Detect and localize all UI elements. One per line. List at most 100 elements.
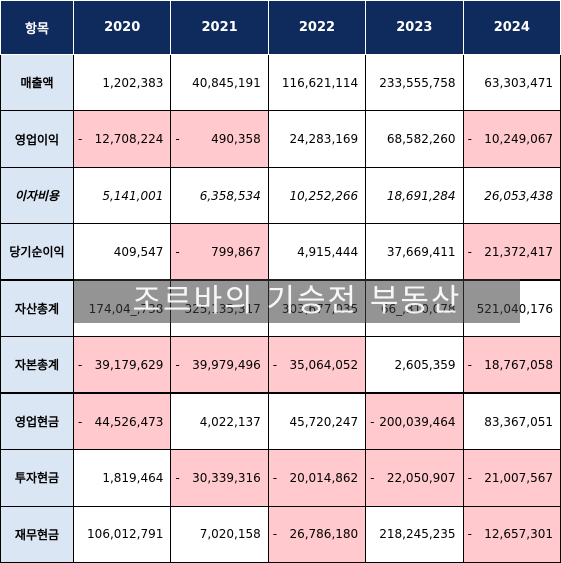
table-cell: -21,372,417 — [462, 223, 561, 281]
cell-value: 44,526,473 — [94, 414, 164, 429]
table-body: 매출액 1,202,383 40,845,191 116,621,114 233,555… — [0, 53, 561, 563]
table-cell: 7,020,158 — [170, 505, 269, 563]
header-year: 2020 — [72, 0, 172, 55]
negative-sign: - — [272, 470, 278, 485]
negative-sign: - — [467, 527, 472, 542]
table-cell: 4,915,444 — [267, 223, 367, 281]
cell-value: 233,555,758 — [379, 75, 456, 90]
cell-value: 35,064,052 — [289, 357, 359, 372]
table-cell: 116,621,114 — [267, 53, 367, 112]
cell-value: 66_,310,078 — [380, 301, 456, 316]
header-year: 2024 — [462, 0, 561, 55]
table-row: 투자현금 1,819,464-30,339,316-20,014,862-22,0… — [0, 449, 561, 507]
table-cell: 6,358,534 — [170, 166, 269, 225]
table-cell: 325,135,317 — [170, 279, 269, 338]
row-label: 투자현금 — [0, 449, 74, 507]
cell-value: 303,677,035 — [281, 301, 359, 316]
cell-value: 174,04_,738 — [88, 301, 164, 316]
cell-value: 200,039,464 — [379, 414, 456, 429]
negative-sign: - — [467, 244, 472, 259]
table-cell: -12,708,224 — [72, 110, 172, 168]
cell-value: 12,708,224 — [94, 132, 164, 147]
cell-value: 4,915,444 — [297, 244, 359, 259]
table-cell: 4,022,137 — [170, 392, 269, 451]
table-cell: -30,339,316 — [170, 449, 269, 507]
cell-value: 24,283,169 — [289, 132, 359, 147]
cell-value: 4,022,137 — [199, 414, 261, 429]
table-cell: 40,845,191 — [170, 53, 269, 112]
negative-sign: - — [175, 357, 180, 372]
table-cell: - 799,867 — [170, 223, 269, 281]
table-cell: -39,179,629 — [72, 336, 172, 394]
table-cell: -20,014,862 — [267, 449, 367, 507]
table-cell: 233,555,758 — [365, 53, 464, 112]
cell-value: 37,669,411 — [386, 244, 456, 259]
table-cell: 106,012,791 — [72, 505, 172, 563]
cell-value: 39,979,496 — [192, 357, 261, 372]
cell-value: 10,252,266 — [289, 188, 359, 203]
table-cell: 37,669,411 — [365, 223, 464, 281]
negative-sign: - — [370, 414, 375, 429]
negative-sign: - — [272, 357, 278, 372]
cell-value: 12,657,301 — [484, 527, 553, 542]
cell-value: 10,249,067 — [484, 132, 553, 147]
cell-value: 63,303,471 — [484, 75, 553, 90]
negative-sign: - — [467, 132, 472, 147]
cell-value: 22,050,907 — [386, 470, 456, 485]
row-label: 매출액 — [0, 53, 74, 112]
cell-value: 26,786,180 — [289, 527, 359, 542]
cell-value: 2,605,359 — [394, 357, 456, 372]
cell-value: 7,020,158 — [199, 527, 261, 542]
table-row: 영업현금 -44,526,473 4,022,137 45,720,247-200,0… — [0, 392, 561, 451]
table-cell: 2,605,359 — [365, 336, 464, 394]
negative-sign: - — [467, 470, 472, 485]
table-row: 영업이익 -12,708,224-490,358 24,283,169 68,582,… — [0, 110, 561, 168]
negative-sign: - — [467, 357, 472, 372]
cell-value: 6,358,534 — [199, 188, 261, 203]
negative-sign: - — [175, 132, 180, 147]
table-cell: 409,547 — [72, 223, 172, 281]
table-cell: 1,202,383 — [72, 53, 172, 112]
cell-value: 26,053,438 — [484, 188, 553, 203]
cell-value: 40,845,191 — [192, 75, 261, 90]
table-cell: -22,050,907 — [365, 449, 464, 507]
cell-value: 5,141,001 — [102, 188, 164, 203]
negative-sign: - — [78, 132, 83, 147]
cell-value: 20,014,862 — [289, 470, 359, 485]
table-cell: 521,040,176 — [462, 279, 561, 338]
table-cell: 18,691,284 — [365, 166, 464, 225]
table-cell: -26,786,180 — [267, 505, 367, 563]
table-cell: 63,303,471 — [462, 53, 561, 112]
negative-sign: - — [175, 470, 180, 485]
cell-value: 18,691,284 — [386, 188, 456, 203]
cell-value: 21,007,567 — [484, 470, 553, 485]
table-cell: -35,064,052 — [267, 336, 367, 394]
cell-value: 409,547 — [113, 244, 164, 259]
cell-value: 490,358 — [211, 132, 261, 147]
table-row: 자본총계 -39,179,629-39,979,496-35,064,052 2,6… — [0, 336, 561, 394]
negative-sign: - — [370, 470, 375, 485]
header-item: 항목 — [0, 0, 74, 55]
negative-sign: - — [78, 357, 83, 372]
row-label: 영업이익 — [0, 110, 74, 168]
cell-value: 68,582,260 — [386, 132, 456, 147]
row-label: 영업현금 — [0, 392, 74, 451]
cell-value: 21,372,417 — [484, 244, 553, 259]
table-cell: -10,249,067 — [462, 110, 561, 168]
table-cell: 1,819,464 — [72, 449, 172, 507]
row-label: 당기순이익 — [0, 223, 74, 281]
table-cell: -39,979,496 — [170, 336, 269, 394]
table-cell: 45,720,247 — [267, 392, 367, 451]
negative-sign: - — [78, 414, 83, 429]
table-row: 매출액 1,202,383 40,845,191 116,621,114 233,555… — [0, 53, 561, 112]
table-cell: -200,039,464 — [365, 392, 464, 451]
cell-value: 799,867 — [211, 244, 261, 259]
table-cell: -44,526,473 — [72, 392, 172, 451]
cell-value: 521,040,176 — [476, 301, 553, 316]
cell-value: 116,621,114 — [281, 75, 359, 90]
cell-value: 39,179,629 — [94, 357, 164, 372]
negative-sign: - — [272, 527, 278, 542]
cell-value: 325,135,317 — [184, 301, 261, 316]
table-cell: 10,252,266 — [267, 166, 367, 225]
table-cell: - 490,358 — [170, 110, 269, 168]
